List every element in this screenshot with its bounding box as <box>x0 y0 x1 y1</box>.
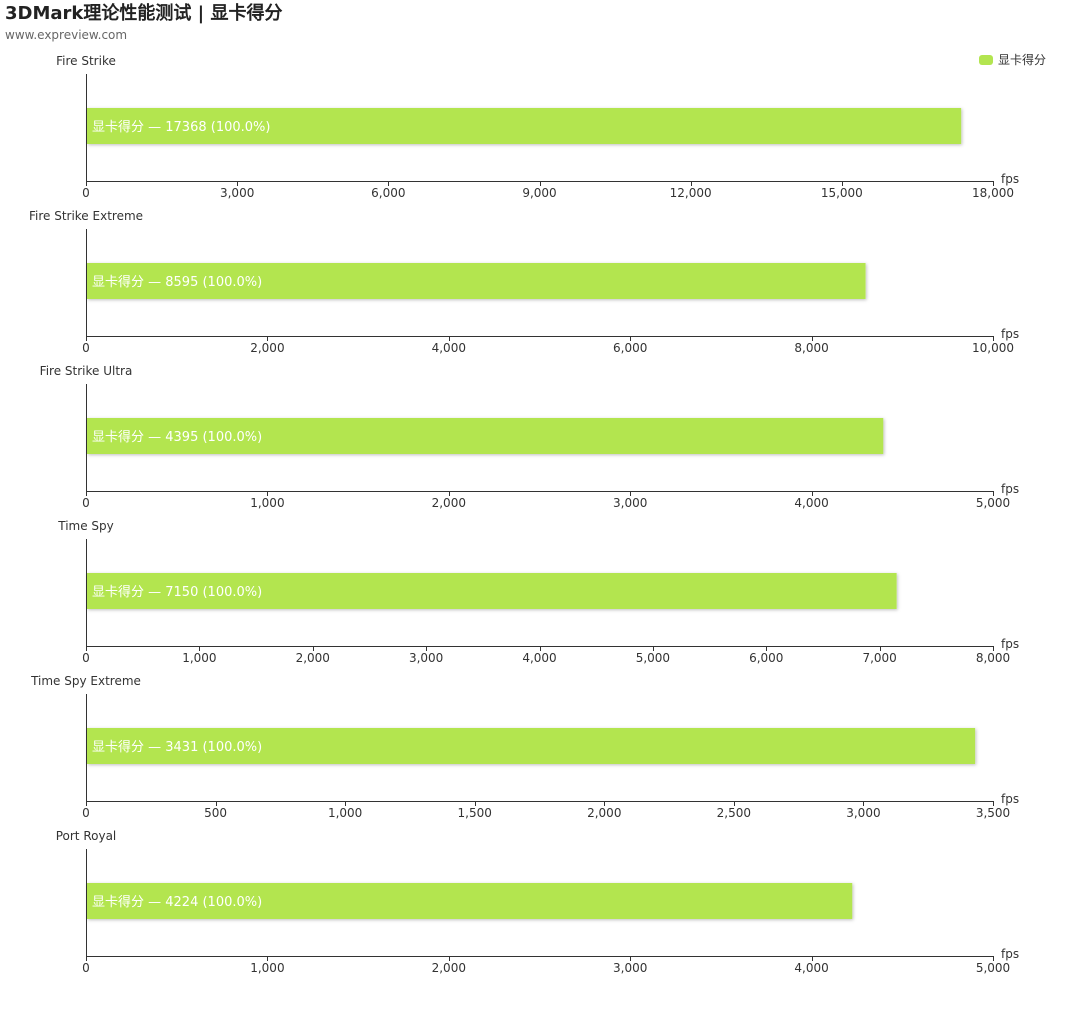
x-tick-label: 0 <box>82 186 90 200</box>
x-tick-label: 1,500 <box>458 806 492 820</box>
x-tick-label: 2,000 <box>432 496 466 510</box>
x-tick-label: 3,000 <box>220 186 254 200</box>
x-tick-label: 0 <box>82 496 90 510</box>
page-subtitle: www.expreview.com <box>5 28 128 42</box>
x-tick-label: 1,000 <box>328 806 362 820</box>
x-tick-label: 2,000 <box>432 961 466 975</box>
x-tick-label: 15,000 <box>821 186 863 200</box>
bar-data-label: 显卡得分 — 7150 (100.0%) <box>92 584 262 600</box>
chart-panel-3[interactable]: Fire Strike Ultra 0 1,000 2,000 3,000 4,000 5,… <box>40 364 1019 510</box>
chart-title: Port Royal <box>56 829 117 843</box>
x-tick-label: 0 <box>82 961 90 975</box>
x-tick-label: 3,000 <box>613 961 647 975</box>
bar[interactable] <box>87 573 897 609</box>
chart-title: Time Spy <box>57 519 114 533</box>
page-title: 3DMark理论性能测试 | 显卡得分 <box>5 3 283 24</box>
legend-label: 显卡得分 <box>997 53 1046 67</box>
x-tick-label: 4,000 <box>794 961 828 975</box>
x-tick-label: 3,000 <box>409 651 443 665</box>
x-tick-label: 0 <box>82 806 90 820</box>
bar-data-label: 显卡得分 — 8595 (100.0%) <box>92 274 262 290</box>
x-tick-label: 6,000 <box>613 341 647 355</box>
x-tick-label: 8,000 <box>794 341 828 355</box>
bar-data-label: 显卡得分 — 3431 (100.0%) <box>92 739 262 755</box>
x-tick-label: 2,000 <box>250 341 284 355</box>
x-tick-label: 4,000 <box>432 341 466 355</box>
x-tick-label: 5,000 <box>636 651 670 665</box>
x-tick-label: 500 <box>204 806 227 820</box>
bar-data-label: 显卡得分 — 17368 (100.0%) <box>92 119 270 135</box>
x-tick-label: 3,000 <box>846 806 880 820</box>
x-axis-unit-label: fps <box>1001 792 1019 806</box>
x-tick-label: 6,000 <box>371 186 405 200</box>
x-tick-label: 3,500 <box>976 806 1010 820</box>
x-tick-label: 2,000 <box>587 806 621 820</box>
bar[interactable] <box>87 108 962 144</box>
bar[interactable] <box>87 263 866 299</box>
legend-swatch <box>978 55 993 65</box>
chart-title: Time Spy Extreme <box>30 674 141 688</box>
chart-title: Fire Strike Ultra <box>40 364 133 378</box>
x-tick-label: 2,500 <box>717 806 751 820</box>
bar[interactable] <box>87 728 976 764</box>
x-tick-label: 9,000 <box>522 186 556 200</box>
bar[interactable] <box>87 418 884 454</box>
x-tick-label: 10,000 <box>972 341 1014 355</box>
x-tick-label: 7,000 <box>862 651 896 665</box>
x-tick-label: 2,000 <box>296 651 330 665</box>
chart-panel-4[interactable]: Time Spy 0 1,000 2,000 3,000 4,000 5,000 6,000 7… <box>57 519 1019 665</box>
x-axis-unit-label: fps <box>1001 172 1019 186</box>
chart-panel-2[interactable]: Fire Strike Extreme 0 2,000 4,000 6,000 8,000… <box>29 209 1019 355</box>
chart-legend[interactable]: 显卡得分 <box>978 52 1046 68</box>
chart-panel-5[interactable]: Time Spy Extreme 0 500 1,000 1,500 2,000 2,500… <box>30 674 1019 820</box>
x-tick-label: 6,000 <box>749 651 783 665</box>
bar-data-label: 显卡得分 — 4224 (100.0%) <box>92 894 262 910</box>
x-tick-label: 5,000 <box>976 961 1010 975</box>
x-tick-label: 4,000 <box>522 651 556 665</box>
x-tick-label: 1,000 <box>250 961 284 975</box>
bar-data-label: 显卡得分 — 4395 (100.0%) <box>92 429 262 445</box>
x-tick-label: 1,000 <box>182 651 216 665</box>
x-tick-label: 8,000 <box>976 651 1010 665</box>
x-tick-label: 0 <box>82 341 90 355</box>
bar[interactable] <box>87 883 853 919</box>
x-axis-unit-label: fps <box>1001 947 1019 961</box>
x-tick-label: 18,000 <box>972 186 1014 200</box>
x-tick-label: 12,000 <box>670 186 712 200</box>
x-tick-label: 5,000 <box>976 496 1010 510</box>
x-tick-label: 3,000 <box>613 496 647 510</box>
x-axis-unit-label: fps <box>1001 482 1019 496</box>
x-tick-label: 4,000 <box>794 496 828 510</box>
chart-title: Fire Strike Extreme <box>29 209 143 223</box>
x-tick-label: 1,000 <box>250 496 284 510</box>
chart-title: Fire Strike <box>56 54 116 68</box>
x-axis-unit-label: fps <box>1001 327 1019 341</box>
x-axis-unit-label: fps <box>1001 637 1019 651</box>
chart-panel-1[interactable]: Fire Strike 0 3,000 6,000 9,000 12,000 15,000 1… <box>56 54 1019 200</box>
x-tick-label: 0 <box>82 651 90 665</box>
